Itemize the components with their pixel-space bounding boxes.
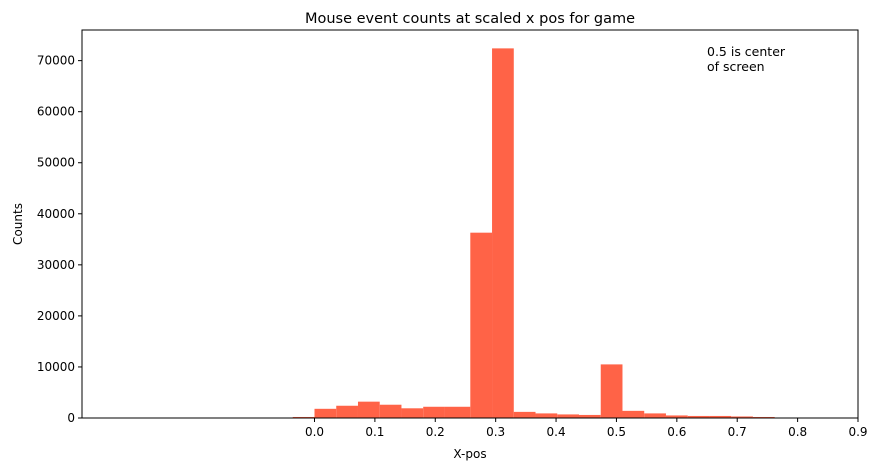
histogram-bar xyxy=(535,413,558,418)
y-axis-ticks: 0 10000 20000 30000 40000 50000 60000 70000 xyxy=(37,54,82,425)
histogram-bar xyxy=(644,413,666,418)
x-tick-label: 0.9 xyxy=(848,425,867,439)
y-axis-label: Counts xyxy=(11,203,25,245)
x-tick-label: 0.1 xyxy=(365,425,384,439)
histogram-bar xyxy=(687,415,710,418)
histogram-bar xyxy=(423,406,445,418)
histogram-bar xyxy=(357,401,380,418)
y-tick-label: 40000 xyxy=(37,207,75,221)
histogram-bar xyxy=(492,48,514,419)
histogram-bar xyxy=(444,406,471,418)
histogram-bar xyxy=(752,416,775,418)
y-tick-label: 50000 xyxy=(37,156,75,170)
chart-title: Mouse event counts at scaled x pos for g… xyxy=(305,11,635,27)
x-tick-label: 0.8 xyxy=(788,425,807,439)
plot-frame xyxy=(81,29,859,419)
x-tick-label: 0.3 xyxy=(486,425,505,439)
histogram-bar xyxy=(513,411,536,418)
histogram-bar xyxy=(379,404,402,418)
histogram-bar xyxy=(470,232,493,418)
histogram-bars xyxy=(292,48,775,419)
histogram-bar xyxy=(292,416,315,418)
y-tick-label: 20000 xyxy=(37,309,75,323)
histogram-bar xyxy=(622,410,645,418)
x-tick-label: 0.7 xyxy=(728,425,747,439)
y-tick-label: 10000 xyxy=(37,360,75,374)
x-tick-label: 0.2 xyxy=(426,425,445,439)
x-tick-label: 0.6 xyxy=(667,425,686,439)
histogram-bar xyxy=(600,364,623,418)
y-tick-label: 60000 xyxy=(37,105,75,119)
histogram-bar xyxy=(665,415,688,418)
histogram-bar xyxy=(709,415,732,418)
histogram-bar xyxy=(336,405,358,418)
histogram-bar xyxy=(579,414,601,418)
histogram-bar xyxy=(401,408,424,418)
x-axis-ticks: 0.0 0.1 0.2 0.3 0.4 0.5 0.6 0.7 0.8 0.9 xyxy=(305,418,868,439)
y-tick-label: 0 xyxy=(67,411,75,425)
annotation-line-1: 0.5 is center xyxy=(707,44,786,59)
y-tick-label: 30000 xyxy=(37,258,75,272)
x-tick-label: 0.0 xyxy=(305,425,324,439)
center-annotation: 0.5 is center of screen xyxy=(707,44,789,74)
x-tick-label: 0.5 xyxy=(607,425,626,439)
annotation-line-2: of screen xyxy=(707,59,765,74)
y-tick-label: 70000 xyxy=(37,54,75,68)
x-axis-label: X-pos xyxy=(453,447,486,461)
x-tick-label: 0.4 xyxy=(547,425,566,439)
histogram-bar xyxy=(731,416,753,418)
histogram-bar xyxy=(314,408,337,418)
histogram-bar xyxy=(557,414,580,418)
